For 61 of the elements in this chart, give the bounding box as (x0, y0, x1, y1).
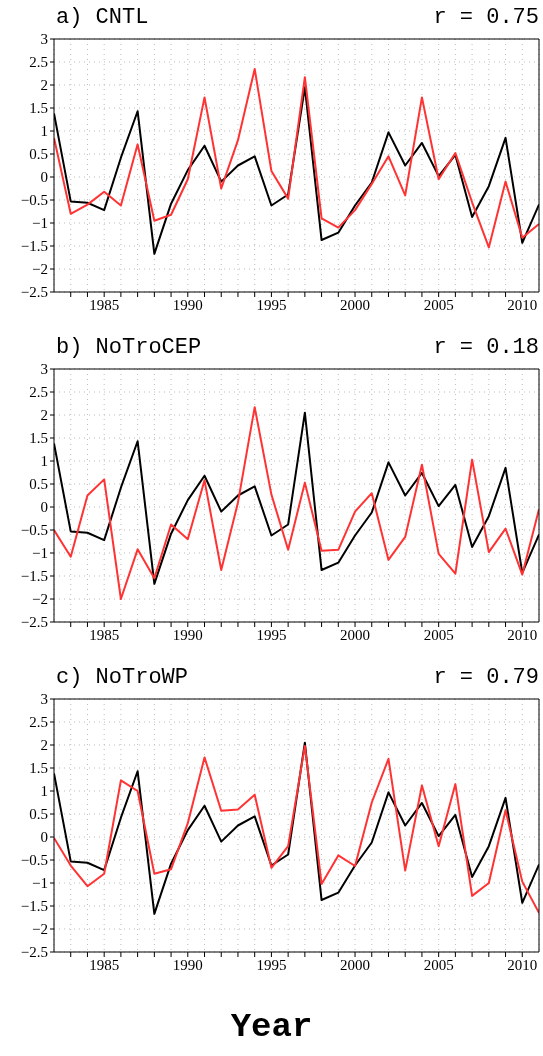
x-tick-label: 2010 (507, 296, 538, 313)
x-axis-title: Year (229, 1008, 314, 1046)
x-tick-label: 1995 (256, 956, 287, 973)
x-tick-label: 1990 (172, 626, 203, 643)
y-tick-label: 1.5 (29, 760, 48, 777)
y-tick-label: 1 (40, 783, 48, 800)
chart-title: c) NoTroWP (56, 665, 189, 690)
text: r = 0.79 (433, 665, 539, 690)
y-tick-label: −1 (32, 545, 48, 562)
y-tick-label: 0 (40, 829, 48, 846)
y-tick-label: −1 (32, 875, 48, 892)
x-tick-label: 1990 (172, 956, 203, 973)
chart-title: a) CNTL (56, 5, 149, 30)
x-tick-label: 2005 (423, 626, 454, 643)
x-tick-label: 2000 (340, 296, 371, 313)
y-tick-label: 3 (40, 361, 48, 378)
y-tick-label: 3 (40, 691, 48, 708)
y-tick-label: 1 (40, 123, 48, 140)
y-tick-label: −2 (32, 591, 48, 608)
y-tick-label: 0 (40, 169, 48, 186)
y-tick-label: −0.5 (20, 192, 48, 209)
y-tick-label: 0.5 (29, 146, 48, 163)
y-tick-label: −2 (32, 261, 48, 278)
x-tick-label: 2010 (507, 956, 538, 973)
chart-title: b) NoTroCEP (56, 335, 202, 360)
text: r = 0.75 (433, 5, 539, 30)
x-tick-label: 1995 (256, 296, 287, 313)
y-tick-label: −1.5 (20, 898, 48, 915)
x-tick-label: 2010 (507, 626, 538, 643)
y-tick-label: −0.5 (20, 852, 48, 869)
y-tick-label: 2.5 (29, 714, 48, 731)
y-tick-label: 2 (40, 737, 48, 754)
y-tick-label: 0 (40, 499, 48, 516)
y-tick-label: 3 (40, 31, 48, 48)
x-tick-label: 2000 (340, 626, 371, 643)
y-tick-label: 1 (40, 453, 48, 470)
y-tick-label: 2.5 (29, 384, 48, 401)
x-tick-label: 1985 (89, 956, 120, 973)
x-tick-label: 1985 (89, 626, 120, 643)
y-tick-label: −1 (32, 215, 48, 232)
y-tick-label: 2 (40, 77, 48, 94)
x-tick-label: 2005 (423, 956, 454, 973)
y-tick-label: −1.5 (20, 568, 48, 585)
y-tick-label: −2 (32, 921, 48, 938)
y-tick-label: −2.5 (20, 284, 48, 301)
y-tick-label: 2.5 (29, 54, 48, 71)
x-tick-label: 1990 (172, 296, 203, 313)
x-tick-label: 2005 (423, 296, 454, 313)
y-tick-label: 1.5 (29, 100, 48, 117)
y-tick-label: −2.5 (20, 944, 48, 961)
text: r = 0.18 (433, 335, 539, 360)
y-tick-label: −0.5 (20, 522, 48, 539)
y-tick-label: −2.5 (20, 614, 48, 631)
x-tick-label: 1995 (256, 626, 287, 643)
y-tick-label: 0.5 (29, 806, 48, 823)
x-tick-label: 2000 (340, 956, 371, 973)
y-tick-label: −1.5 (20, 238, 48, 255)
y-tick-label: 2 (40, 407, 48, 424)
x-tick-label: 1985 (89, 296, 120, 313)
y-tick-label: 0.5 (29, 476, 48, 493)
y-tick-label: 1.5 (29, 430, 48, 447)
